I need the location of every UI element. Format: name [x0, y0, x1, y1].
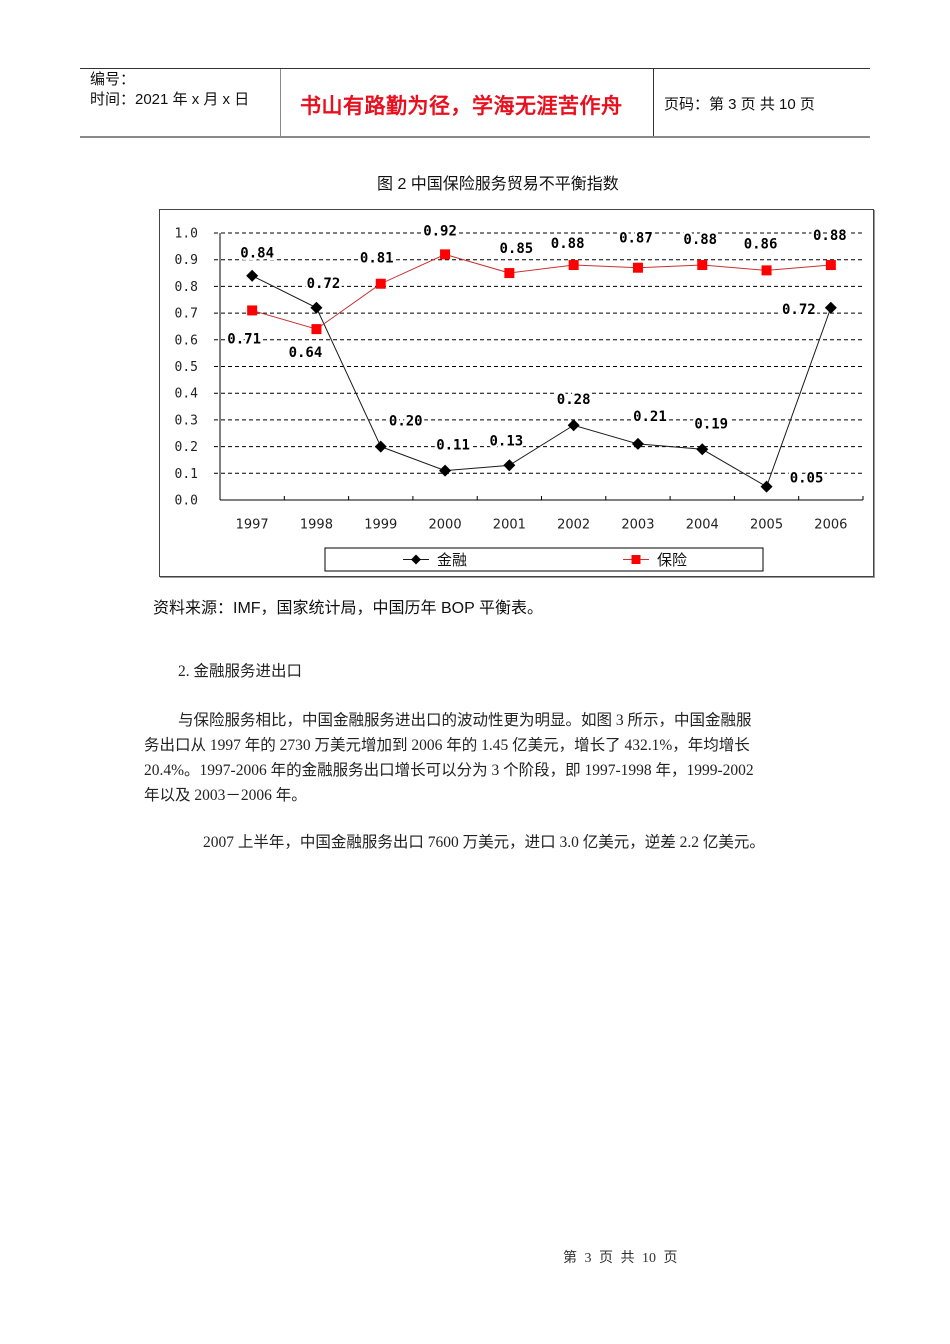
- line-chart: 0.0 0.1 0.2 0.3 0.4 0.5 0.6 0.7 0.8 0.9 1.0 1997 199…: [159, 209, 874, 577]
- y-tick-label: 1.0: [175, 227, 198, 242]
- y-tick-label: 0.6: [175, 333, 198, 348]
- paragraph-2: 2007 上半年，中国金融服务出口 7600 万美元，进口 3.0 亿美元，逆差…: [203, 834, 765, 851]
- data-label: 0.72: [307, 276, 341, 292]
- square-marker: [761, 265, 772, 276]
- figure-title: 图 2 中国保险服务贸易不平衡指数: [377, 176, 619, 193]
- data-label: 0.92: [423, 223, 457, 239]
- paragraph-line: 年以及 2003－2006 年。: [144, 787, 307, 804]
- figure-source: 资料来源：IMF，国家统计局，中国历年 BOP 平衡表。: [153, 600, 543, 617]
- y-tick-label: 0.7: [175, 307, 198, 322]
- chart-canvas: 0.0 0.1 0.2 0.3 0.4 0.5 0.6 0.7 0.8 0.9 1.0 1997 199…: [175, 221, 864, 572]
- y-tick-label: 0.9: [175, 253, 198, 268]
- data-label: 0.72: [782, 302, 816, 318]
- x-tick-label: 2002: [557, 518, 590, 533]
- data-label: 0.88: [813, 228, 847, 244]
- y-tick-label: 0.1: [175, 467, 198, 482]
- header-motto: 书山有路勤为径，学海无涯苦作舟: [300, 95, 623, 118]
- data-label: 0.05: [790, 471, 824, 487]
- data-label: 0.84: [240, 246, 274, 262]
- legend-square-icon: [631, 555, 641, 564]
- header-page-info: 页码：第 3 页 共 10 页: [664, 96, 815, 113]
- y-tick-label: 0.5: [175, 360, 198, 375]
- data-label: 0.19: [694, 416, 728, 432]
- x-tick-label: 1997: [236, 518, 269, 533]
- data-label: 0.81: [360, 251, 394, 267]
- diamond-marker: [246, 269, 259, 282]
- square-marker: [504, 268, 515, 279]
- y-tick-label: 0.4: [175, 387, 199, 402]
- section-heading: 2. 金融服务进出口: [178, 663, 303, 680]
- data-label: 0.21: [633, 409, 667, 425]
- diamond-marker: [503, 459, 516, 472]
- header-divider: [280, 69, 281, 136]
- square-marker: [311, 324, 322, 335]
- paragraph-line: 20.4%。1997-2006 年的金融服务出口增长可以分为 3 个阶段，即 1…: [144, 762, 754, 779]
- diamond-marker: [824, 301, 837, 314]
- x-tick-label: 2003: [621, 518, 654, 533]
- series-line-finance: [251, 275, 832, 488]
- data-label: 0.85: [499, 241, 533, 257]
- diamond-marker: [567, 419, 580, 432]
- y-tick-label: 0.0: [175, 494, 198, 509]
- header-divider: [653, 69, 654, 136]
- square-marker: [697, 260, 708, 271]
- square-marker: [568, 260, 579, 271]
- diamond-marker: [310, 301, 323, 314]
- diamond-marker: [760, 480, 773, 493]
- square-marker: [632, 262, 643, 273]
- data-label: 0.13: [489, 433, 523, 449]
- data-label: 0.71: [227, 331, 261, 347]
- diamond-marker: [439, 464, 452, 477]
- diamond-marker: [631, 437, 644, 450]
- paragraph-line: 务出口从 1997 年的 2730 万美元增加到 2006 年的 1.45 亿美…: [144, 737, 750, 754]
- square-marker: [825, 260, 836, 271]
- x-tick-label: 2000: [429, 518, 462, 533]
- series-line-insurance: [252, 253, 831, 330]
- y-tick-label: 0.3: [175, 413, 198, 428]
- legend-diamond-icon: [411, 554, 421, 565]
- data-label: 0.88: [551, 236, 585, 252]
- square-marker: [440, 249, 451, 260]
- data-label: 0.86: [744, 236, 778, 252]
- square-marker: [247, 305, 258, 316]
- page-footer: 第 3 页 共 10 页: [563, 1251, 678, 1266]
- chart-legend: [324, 547, 764, 572]
- paragraph-line: 与保险服务相比，中国金融服务进出口的波动性更为明显。如图 3 所示，中国金融服: [178, 712, 752, 729]
- x-tick-label: 1999: [364, 518, 397, 533]
- data-label: 0.64: [289, 345, 323, 361]
- data-label: 0.88: [683, 232, 717, 248]
- y-tick-label: 0.2: [175, 440, 198, 455]
- y-tick-label: 0.8: [175, 280, 198, 295]
- legend-label: 金融: [437, 551, 467, 569]
- legend-label: 保险: [657, 551, 687, 569]
- x-tick-label: 1998: [300, 518, 333, 533]
- x-tick-label: 2005: [750, 518, 783, 533]
- doc-number-label: 编号：: [90, 71, 136, 88]
- x-tick-label: 2004: [686, 518, 719, 533]
- data-label: 0.20: [389, 414, 423, 430]
- page-header: [80, 68, 870, 138]
- doc-date-label: 时间：2021 年 x 月 x 日: [90, 91, 250, 108]
- x-tick-label: 2006: [814, 518, 847, 533]
- diamond-marker: [374, 440, 387, 453]
- square-marker: [375, 278, 386, 289]
- data-label: 0.87: [619, 231, 653, 247]
- diamond-marker: [696, 443, 709, 456]
- data-label: 0.11: [436, 438, 470, 454]
- x-tick-label: 2001: [493, 518, 526, 533]
- data-label: 0.28: [557, 392, 591, 408]
